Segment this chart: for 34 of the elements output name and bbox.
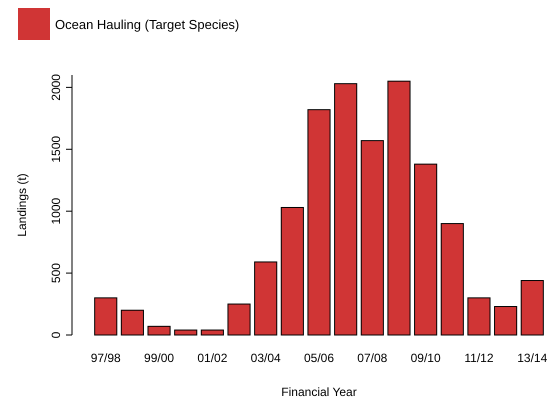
x-tick-label: 01/02 [197, 351, 228, 365]
text: Ocean Hauling (Target Species) [55, 17, 240, 32]
bar [360, 140, 384, 336]
bar [414, 164, 438, 336]
bar [174, 330, 198, 336]
y-tick-label: 1500 [49, 136, 63, 163]
bar [307, 109, 331, 336]
x-tick-label: 07/08 [357, 351, 388, 365]
bar [120, 310, 144, 336]
y-tick-label: 1000 [49, 198, 63, 225]
bar [254, 261, 278, 336]
x-tick-label: 99/00 [144, 351, 174, 365]
bar [200, 330, 224, 336]
bar [440, 223, 464, 336]
bar [94, 297, 118, 336]
bar [467, 297, 491, 336]
x-tick-label: 09/10 [410, 351, 441, 365]
y-tick-label: 500 [49, 262, 63, 284]
y-axis-title: Landings (t) [15, 173, 29, 237]
bar [280, 206, 304, 336]
x-tick-label: 05/06 [304, 351, 334, 365]
bar [334, 83, 358, 336]
y-tick-label: 0 [49, 331, 63, 338]
x-axis-title: Financial Year [281, 385, 357, 399]
y-tick-label: 2000 [49, 74, 63, 101]
bar [520, 280, 544, 336]
x-tick-label: 13/14 [517, 351, 548, 365]
x-tick-label: 11/12 [464, 351, 494, 365]
bar [387, 80, 411, 336]
bar [494, 306, 518, 336]
x-tick-label: 03/04 [250, 351, 282, 365]
bar [147, 326, 171, 336]
bar [227, 304, 251, 336]
x-tick-label: 97/98 [90, 351, 122, 365]
